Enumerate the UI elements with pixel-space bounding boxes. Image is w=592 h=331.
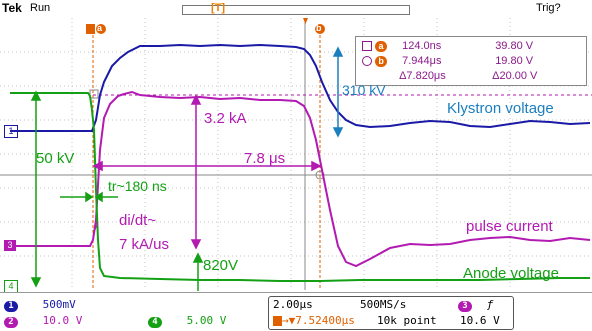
didt-label-line1: di/dt~ bbox=[119, 212, 157, 229]
current-amp-arrow bbox=[190, 94, 202, 250]
timebase-scale: 2.00μs bbox=[273, 298, 313, 311]
cursor-b-label: b bbox=[316, 23, 322, 33]
ch1-ground-marker[interactable]: 1 bbox=[4, 125, 18, 138]
ch4-badge: 4 bbox=[148, 317, 162, 328]
brand-logo: Tek bbox=[2, 1, 22, 15]
current-amplitude-label: 3.2 kA bbox=[204, 110, 247, 127]
klystron-voltage-label: Klystron voltage bbox=[447, 100, 554, 117]
trigger-position-icon bbox=[273, 316, 282, 326]
ch3-ground-marker[interactable]: 3 bbox=[4, 240, 16, 251]
trigger-source[interactable]: 3 ƒ bbox=[458, 298, 493, 312]
trigger-marker-label: T bbox=[214, 2, 222, 14]
anode-amplitude-label: 50 kV bbox=[36, 150, 75, 167]
cursor-readout-panel: a 124.0ns 39.80 V b 7.944μs 19.80 V Δ7.8… bbox=[355, 36, 587, 86]
readout-a-value: 39.80 V bbox=[495, 40, 534, 52]
readout-b-time: 7.944μs bbox=[402, 55, 442, 67]
ch1-waveform bbox=[10, 43, 591, 132]
trigger-slope-icon: ƒ bbox=[486, 298, 494, 311]
pulse-current-label: pulse current bbox=[466, 218, 553, 235]
readout-b-icon: b bbox=[375, 56, 388, 67]
anode-drop-arrow bbox=[192, 252, 204, 291]
sample-rate: 500MS/s bbox=[360, 298, 407, 311]
cursor-b-marker bbox=[315, 24, 325, 34]
record-position-bar[interactable] bbox=[182, 5, 410, 15]
readout-delta-time: Δ7.820μs bbox=[399, 70, 446, 82]
ch3-waveform bbox=[10, 90, 591, 268]
trigger-level: 10.6 V bbox=[460, 314, 500, 327]
readout-a-time: 124.0ns bbox=[402, 40, 442, 52]
anode-amp-arrow bbox=[30, 90, 42, 288]
trigger-position-value: →▼7.52400μs bbox=[282, 314, 355, 327]
trigger-status: Trig? bbox=[536, 2, 561, 14]
trigger-channel-badge: 3 bbox=[458, 301, 472, 312]
trigger-position: →▼7.52400μs bbox=[273, 314, 355, 327]
ch2-setting[interactable]: 2 10.0 V bbox=[4, 314, 82, 328]
trigger-position-marker: [T] bbox=[211, 2, 226, 14]
graticule bbox=[0, 18, 592, 290]
ch4-scale: 5.00 V bbox=[186, 314, 227, 327]
cursor-a-label: a bbox=[97, 23, 103, 33]
readout-row-b: b 7.944μs 19.80 V bbox=[362, 55, 555, 67]
waveform-display[interactable] bbox=[0, 18, 592, 291]
ch4-setting[interactable]: 4 5.00 V bbox=[148, 314, 226, 328]
readout-a-icon: a bbox=[375, 41, 388, 52]
anode-drop-label: 820V bbox=[203, 257, 239, 274]
readout-row-a: a 124.0ns 39.80 V bbox=[362, 40, 555, 52]
trigger-arrow bbox=[303, 18, 308, 24]
klystron-amp-arrow bbox=[332, 46, 344, 138]
readout-b-value: 19.80 V bbox=[495, 55, 534, 67]
didt-pointer bbox=[92, 221, 99, 236]
acquisition-status: Run bbox=[30, 2, 51, 14]
record-length: 10k point bbox=[377, 314, 437, 327]
cursor-a-marker bbox=[86, 24, 106, 34]
didt-label-line2: 7 kA/us bbox=[119, 236, 170, 253]
cursor-a-square bbox=[89, 89, 99, 99]
ch1-setting[interactable]: 1 500mV bbox=[4, 298, 76, 312]
ch1-scale: 500mV bbox=[42, 298, 76, 311]
rise-time-arrow bbox=[60, 191, 118, 203]
anode-voltage-label: Anode voltage bbox=[463, 265, 559, 282]
settings-bar bbox=[0, 292, 592, 331]
ch1-badge: 1 bbox=[4, 301, 18, 312]
ch4-waveform bbox=[10, 92, 590, 282]
rise-time-label: tr~180 ns bbox=[108, 178, 167, 194]
pulse-width-arrow bbox=[92, 160, 322, 172]
pulse-width-label: 7.8 μs bbox=[244, 150, 286, 167]
readout-row-delta: Δ7.820μs Δ20.00 V bbox=[362, 70, 552, 82]
ch2-badge: 2 bbox=[4, 317, 18, 328]
klystron-amplitude-label: 310 kV bbox=[342, 82, 386, 98]
ch2-scale: 10.0 V bbox=[42, 314, 83, 327]
readout-delta-value: Δ20.00 V bbox=[492, 70, 538, 82]
